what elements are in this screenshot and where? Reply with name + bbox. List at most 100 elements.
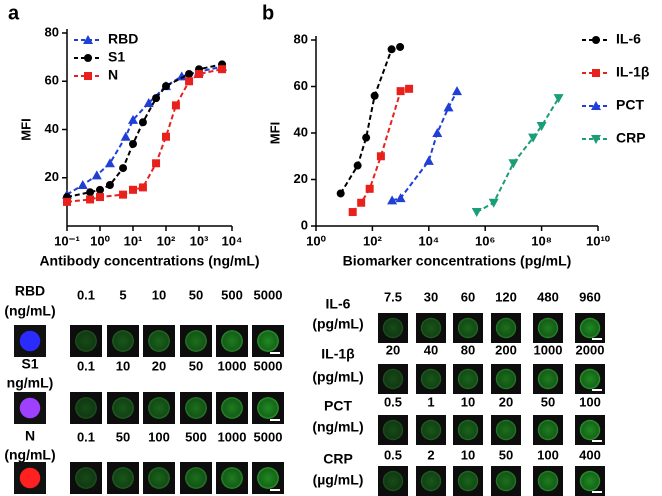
marker [129,185,137,194]
bead [221,330,243,352]
x-tick-label: 10⁶ [475,233,495,248]
row-label: S1 [21,356,38,372]
marker [376,152,385,161]
row-unit: (ng/mL) [312,419,363,435]
concentration-label: 0.5 [384,394,402,409]
concentration-label: 20 [499,394,513,409]
concentration-label: 500 [185,429,207,444]
bead [148,397,170,419]
concentration-label: 5000 [254,358,283,373]
concentration-label: 20 [386,342,400,357]
marker [395,193,406,203]
bead [495,470,517,492]
concentration-label: 5 [119,287,126,302]
x-tick-label: 10⁰ [90,233,110,248]
concentration-label: 0.1 [77,429,95,444]
marker [357,198,366,207]
bead [382,317,404,339]
marker [405,84,414,93]
marker [185,70,194,79]
marker [152,159,161,168]
concentration-label: 50 [189,287,203,302]
panel-label: a [8,2,20,24]
panel-label: b [262,2,274,24]
marker [138,183,147,192]
x-tick-label: 10⁴ [222,233,243,248]
marker [362,133,371,142]
marker [143,97,154,107]
marker [218,65,227,74]
bead [420,470,442,492]
bead [185,397,207,419]
marker [387,45,396,54]
marker [387,195,398,205]
marker [396,87,405,96]
fit-line [66,65,223,196]
marker [195,70,203,79]
concentration-label: 40 [424,342,438,357]
legend-marker [592,69,600,77]
bead [257,467,279,489]
bead [382,419,404,441]
bead [257,330,279,352]
concentration-label: 7.5 [384,289,402,304]
concentration-label: 2 [427,447,434,462]
concentration-label: 50 [189,358,203,373]
y-tick-label: 80 [45,24,59,39]
marker [396,42,405,51]
legend-label: N [108,67,118,83]
concentration-label: 1000 [218,358,247,373]
marker [96,185,104,194]
bead [257,397,279,419]
bead [185,467,207,489]
bead [148,467,170,489]
marker [488,198,499,208]
y-tick-label: 60 [294,78,308,93]
bead [579,368,601,390]
bead [495,419,517,441]
bead [112,397,134,419]
concentration-label: 100 [148,429,170,444]
x-tick-label: 10² [363,233,382,248]
marker [171,101,180,110]
x-tick-label: 10¹⁰ [586,233,611,248]
y-tick-label: 20 [294,171,308,186]
marker [91,170,102,180]
row-label: IL-1β [321,346,355,362]
concentration-label: 10 [116,358,130,373]
row-label: IL-6 [326,296,351,312]
concentration-label: 0.1 [77,287,95,302]
marker [162,132,170,141]
bead [495,317,517,339]
concentration-label: 0.5 [384,447,402,462]
marker [138,118,147,127]
bead [75,397,97,419]
legend-marker [591,101,601,110]
marker [471,208,482,218]
concentration-label: 10 [152,287,166,302]
concentration-label: 100 [579,394,601,409]
bead [221,397,243,419]
concentration-label: 10 [461,447,475,462]
reference-bead [19,330,41,352]
legend-label: IL-6 [616,31,641,47]
concentration-label: 400 [579,447,601,462]
x-tick-label: 10⁴ [418,233,439,248]
bead [420,317,442,339]
marker [86,195,95,204]
row-unit: (ng/mL) [4,447,55,463]
reference-bead [19,397,41,419]
fit-line [66,68,223,203]
marker [104,158,115,168]
legend-label: PCT [616,97,644,113]
concentration-label: 5000 [254,287,283,302]
marker [536,122,547,132]
bead [579,470,601,492]
bead [221,467,243,489]
bead [495,368,517,390]
concentration-label: 30 [424,289,438,304]
x-tick-label: 10² [157,233,176,248]
marker [119,164,128,173]
bead [537,470,559,492]
